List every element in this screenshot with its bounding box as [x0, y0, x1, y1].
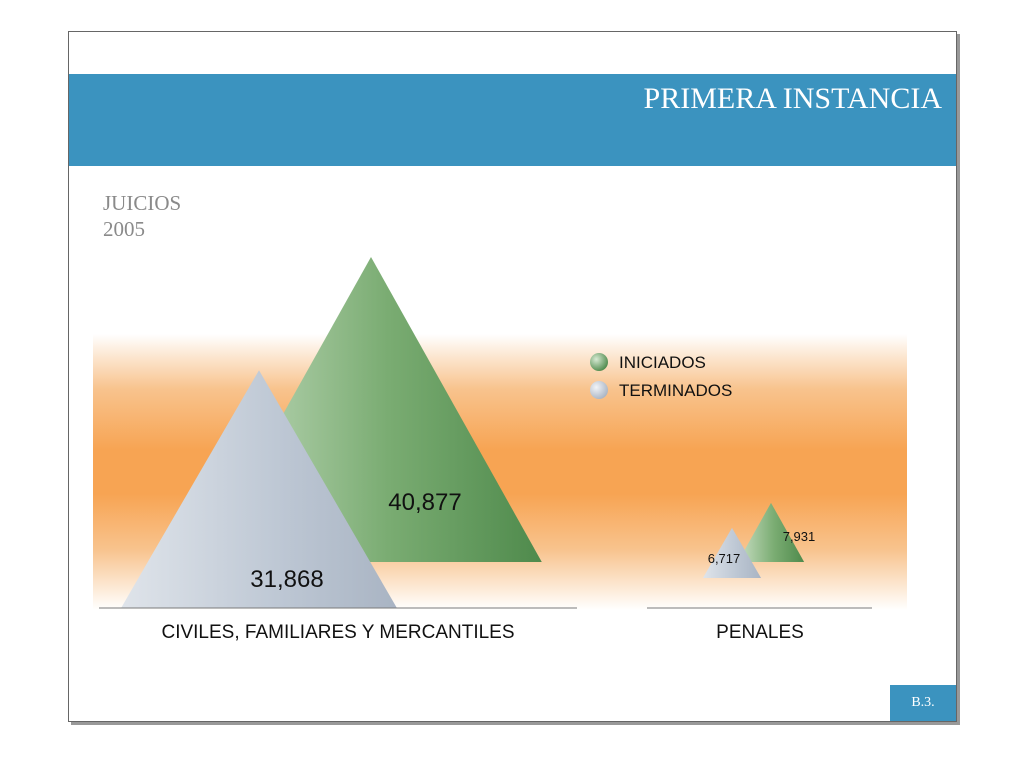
triangle-terminados-1 — [702, 527, 762, 578]
legend-label-terminados: TERMINADOS — [619, 381, 732, 400]
page-title: PRIMERA INSTANCIA — [643, 82, 942, 115]
subtitle-line2: 2005 — [103, 217, 145, 241]
triangle-terminados-0 — [121, 370, 397, 608]
legend-marker-terminados — [590, 381, 608, 399]
value-label-terminados-0: 31,868 — [250, 566, 323, 593]
slide: PRIMERA INSTANCIA JUICIOS 2005 — [68, 31, 957, 722]
subtitle-line1: JUICIOS — [103, 191, 182, 215]
legend: INICIADOS TERMINADOS — [590, 353, 732, 400]
value-label-iniciados-1: 7,931 — [783, 529, 816, 544]
legend-label-iniciados: INICIADOS — [619, 353, 706, 372]
title-band — [69, 74, 956, 166]
page-badge: B.3. — [890, 685, 956, 721]
value-label-iniciados-0: 40,877 — [388, 489, 461, 516]
category-label-1: PENALES — [716, 622, 804, 643]
chart: CIVILES, FAMILIARES Y MERCANTILES 40,877 3… — [99, 257, 872, 643]
category-label-0: CIVILES, FAMILIARES Y MERCANTILES — [161, 622, 514, 643]
value-label-terminados-1: 6,717 — [708, 551, 741, 566]
legend-marker-iniciados — [590, 353, 608, 371]
triangle-iniciados-1 — [737, 502, 805, 562]
